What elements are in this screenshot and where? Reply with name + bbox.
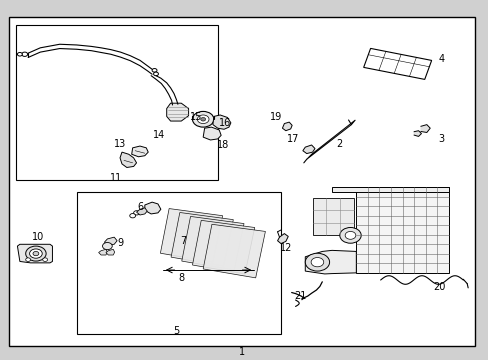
Polygon shape <box>99 249 107 255</box>
Text: 15: 15 <box>189 112 202 122</box>
Polygon shape <box>104 237 117 245</box>
Polygon shape <box>136 208 147 215</box>
Text: 21: 21 <box>294 291 306 301</box>
Polygon shape <box>331 187 448 193</box>
Circle shape <box>197 115 208 123</box>
Polygon shape <box>131 146 148 157</box>
Polygon shape <box>203 127 221 140</box>
Polygon shape <box>203 224 265 278</box>
Text: 20: 20 <box>432 282 444 292</box>
Polygon shape <box>144 202 161 214</box>
Circle shape <box>305 253 329 271</box>
Polygon shape <box>302 145 314 154</box>
Polygon shape <box>413 131 421 136</box>
Text: 17: 17 <box>286 134 299 144</box>
Text: 12: 12 <box>279 243 291 253</box>
Circle shape <box>201 117 205 121</box>
Circle shape <box>33 251 39 256</box>
Polygon shape <box>120 152 136 167</box>
Polygon shape <box>18 244 52 263</box>
Text: 1: 1 <box>239 347 244 357</box>
Circle shape <box>18 53 22 56</box>
Text: 8: 8 <box>178 273 184 283</box>
Text: 11: 11 <box>109 173 122 183</box>
Circle shape <box>42 258 47 261</box>
Circle shape <box>192 111 213 127</box>
Text: 10: 10 <box>32 232 44 242</box>
Polygon shape <box>182 216 244 270</box>
Text: 4: 4 <box>437 54 444 64</box>
Text: 5: 5 <box>173 326 179 336</box>
Polygon shape <box>282 122 291 131</box>
Text: 16: 16 <box>219 118 231 128</box>
Text: 18: 18 <box>216 140 228 150</box>
Polygon shape <box>277 234 287 244</box>
Bar <box>16 24 217 180</box>
Polygon shape <box>192 220 254 274</box>
Circle shape <box>133 211 139 215</box>
Circle shape <box>30 249 42 258</box>
Text: 19: 19 <box>269 112 282 122</box>
Circle shape <box>152 68 157 72</box>
Polygon shape <box>171 212 233 266</box>
Polygon shape <box>212 115 230 129</box>
Text: 7: 7 <box>180 236 186 246</box>
Text: 9: 9 <box>117 238 123 248</box>
Polygon shape <box>305 250 356 274</box>
Bar <box>363 48 431 80</box>
Circle shape <box>102 243 112 249</box>
Circle shape <box>345 231 355 239</box>
Circle shape <box>310 257 323 267</box>
Text: 2: 2 <box>336 139 342 149</box>
Circle shape <box>129 213 135 218</box>
Text: 13: 13 <box>114 139 126 149</box>
Circle shape <box>339 228 361 243</box>
Bar <box>356 187 448 273</box>
Polygon shape <box>306 120 355 159</box>
Circle shape <box>26 258 30 261</box>
Polygon shape <box>160 208 222 262</box>
Circle shape <box>22 52 28 57</box>
Text: 3: 3 <box>437 134 444 144</box>
Polygon shape <box>166 103 188 121</box>
Text: 14: 14 <box>153 130 165 140</box>
Bar <box>77 193 281 334</box>
Polygon shape <box>420 125 429 132</box>
Text: 6: 6 <box>137 202 142 212</box>
Circle shape <box>26 246 46 261</box>
Bar <box>312 198 353 235</box>
Polygon shape <box>106 249 115 255</box>
Circle shape <box>153 72 158 76</box>
